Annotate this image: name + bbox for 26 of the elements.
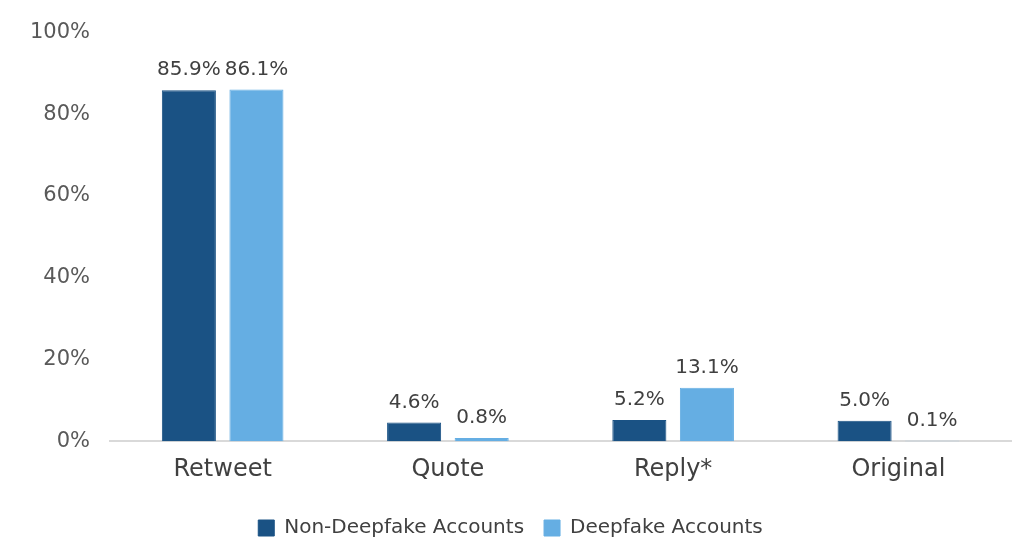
y-tick-label: 0% [56, 427, 91, 452]
data-label: 86.1% [224, 55, 289, 80]
bar [837, 420, 892, 442]
data-label: 0.1% [906, 406, 958, 431]
x-tick-label: Original [851, 453, 946, 482]
x-tick-label: Reply* [633, 453, 713, 482]
y-tick-label: 40% [43, 264, 91, 289]
data-label: 85.9% [157, 56, 221, 81]
data-label: 4.6% [388, 388, 440, 413]
x-tick-label: Retweet [173, 453, 272, 482]
bar [387, 422, 442, 442]
legend-label: Deepfake Accounts [570, 514, 763, 539]
y-tick-label: 20% [43, 345, 91, 370]
bar [612, 419, 667, 442]
bar [229, 89, 284, 442]
data-label: 13.1% [675, 353, 739, 378]
data-label: 5.2% [613, 386, 665, 411]
x-tick-label: Quote [411, 453, 485, 482]
y-tick-label: 80% [43, 100, 91, 125]
data-label: 5.0% [839, 386, 890, 411]
bar [679, 387, 734, 442]
y-tick-label: 60% [43, 182, 91, 207]
y-tick-label: 100% [29, 19, 91, 44]
bar [161, 90, 216, 442]
legend-label: Non-Deepfake Accounts [284, 514, 525, 539]
data-label: 0.8% [456, 404, 508, 429]
